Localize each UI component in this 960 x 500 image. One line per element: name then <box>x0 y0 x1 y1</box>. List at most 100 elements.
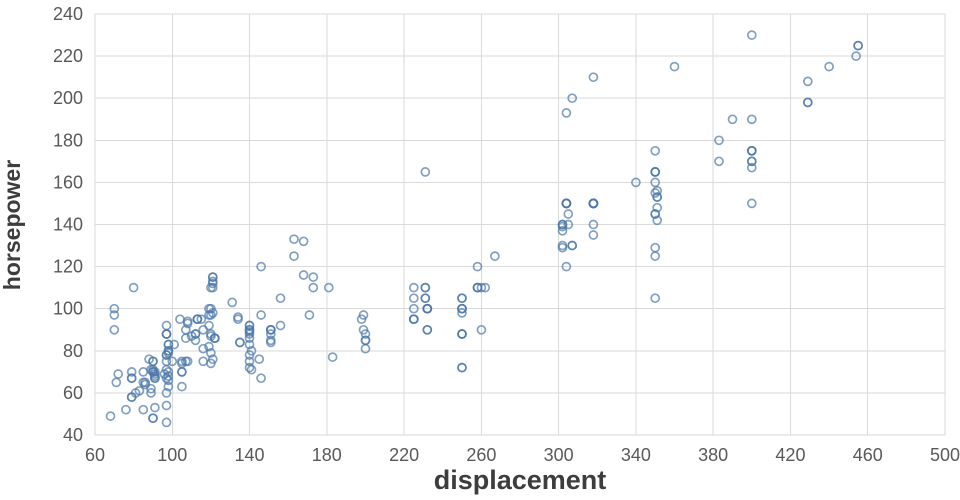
data-point <box>138 367 149 377</box>
data-point <box>161 329 172 339</box>
y-tick-label: 200 <box>53 88 83 108</box>
data-point <box>198 343 209 354</box>
data-point <box>408 282 419 293</box>
data-point <box>304 310 315 320</box>
data-point <box>472 261 483 272</box>
data-point <box>109 324 120 335</box>
data-point <box>206 348 216 358</box>
y-tick-label: 140 <box>53 215 83 235</box>
data-point <box>148 413 158 424</box>
data-point <box>650 242 661 253</box>
data-point <box>196 314 207 325</box>
data-point <box>802 76 813 87</box>
data-point <box>192 314 203 325</box>
data-point <box>557 225 568 236</box>
x-tick-label: 380 <box>698 445 728 465</box>
data-point <box>308 272 319 282</box>
data-point <box>289 234 299 245</box>
data-point <box>109 310 120 320</box>
data-point <box>457 293 467 304</box>
data-point <box>289 251 299 261</box>
data-point <box>138 377 149 388</box>
data-point <box>126 367 137 377</box>
data-point <box>105 411 116 421</box>
data-point <box>420 282 431 293</box>
data-point <box>177 356 187 367</box>
data-point <box>669 61 680 72</box>
x-tick-label: 60 <box>85 445 105 465</box>
data-point <box>227 297 238 308</box>
data-point <box>490 251 500 261</box>
data-point <box>198 356 209 367</box>
data-point <box>561 198 572 209</box>
data-point <box>256 261 266 272</box>
data-point <box>588 230 599 240</box>
data-point <box>457 329 467 339</box>
data-point <box>561 261 572 272</box>
data-point <box>408 293 419 304</box>
data-point <box>588 198 599 209</box>
data-point <box>265 335 276 346</box>
x-tick-label: 100 <box>157 445 187 465</box>
data-point <box>275 293 286 304</box>
data-point <box>138 404 149 415</box>
data-point <box>408 314 419 325</box>
data-point <box>244 320 255 331</box>
data-point <box>563 209 574 219</box>
data-point <box>746 162 757 173</box>
data-point <box>714 156 724 167</box>
data-point <box>567 93 578 104</box>
data-point <box>802 97 813 108</box>
x-tick-label: 460 <box>853 445 883 465</box>
data-point <box>175 314 185 325</box>
data-point <box>246 345 257 356</box>
x-tick-label: 420 <box>775 445 805 465</box>
data-point <box>652 215 663 226</box>
data-point <box>150 402 160 413</box>
x-tick-label: 500 <box>930 445 960 465</box>
data-point <box>161 350 172 360</box>
y-tick-label: 60 <box>63 383 83 403</box>
data-point <box>233 314 243 325</box>
data-point <box>161 400 172 411</box>
data-point <box>746 145 757 156</box>
data-point <box>161 364 172 375</box>
y-tick-label: 80 <box>63 341 83 361</box>
data-point <box>256 310 266 320</box>
data-point <box>126 392 137 402</box>
data-point <box>420 167 431 177</box>
data-point <box>631 177 641 188</box>
data-point <box>163 367 174 377</box>
data-point <box>206 329 216 339</box>
gridlines <box>94 13 946 436</box>
data-point <box>161 388 172 398</box>
data-point <box>126 373 137 384</box>
data-point <box>358 310 369 320</box>
y-tick-label: 120 <box>53 257 83 277</box>
data-point <box>650 188 661 198</box>
data-point <box>111 377 122 388</box>
data-point <box>650 167 661 177</box>
data-point <box>746 198 757 209</box>
data-point <box>254 354 265 365</box>
data-point <box>206 358 216 369</box>
data-point <box>182 356 193 367</box>
data-point <box>140 379 151 390</box>
data-point <box>150 369 160 379</box>
data-point <box>244 339 255 350</box>
data-point <box>746 156 757 167</box>
y-tick-label: 160 <box>53 172 83 192</box>
data-point <box>727 114 738 125</box>
data-point <box>420 293 431 304</box>
data-point <box>204 320 214 331</box>
data-point <box>167 356 178 367</box>
x-tick-label: 300 <box>544 445 574 465</box>
data-point <box>206 282 216 293</box>
data-point <box>824 61 834 72</box>
data-points <box>105 30 863 428</box>
data-point <box>244 333 255 344</box>
data-point <box>246 364 257 375</box>
data-point <box>146 388 156 398</box>
data-point <box>256 373 266 384</box>
